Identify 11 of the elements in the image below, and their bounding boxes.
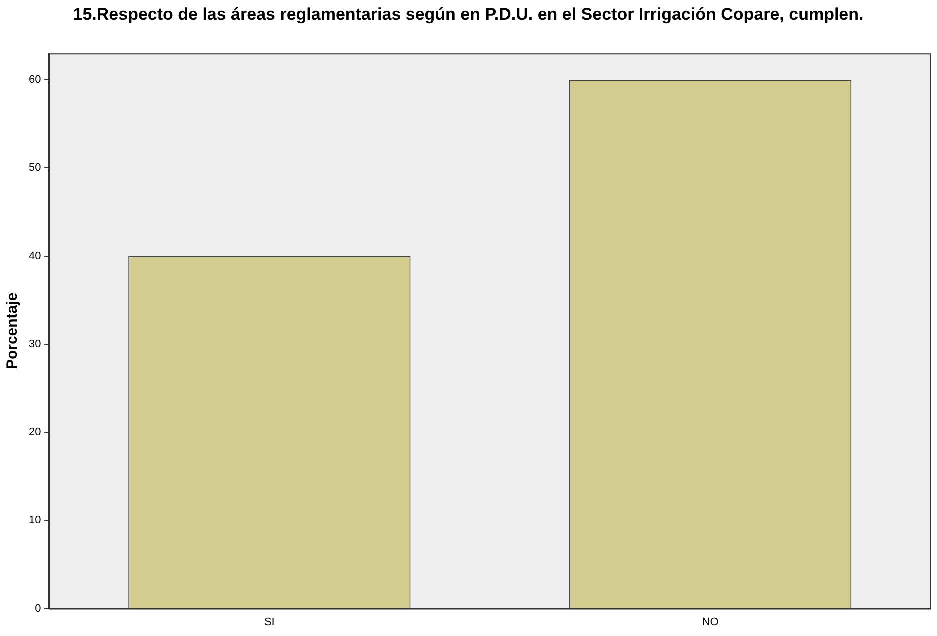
y-axis-title: Porcentaje: [4, 292, 22, 370]
y-tick-label: 30: [28, 338, 42, 350]
x-tick-label: SI: [264, 616, 275, 628]
y-tick-label: 20: [28, 426, 42, 439]
x-tick-label: NO: [702, 616, 720, 628]
y-tick-label: 0: [35, 602, 42, 615]
y-tick-label: 40: [28, 250, 42, 262]
chart-title: 15.Respecto de las áreas reglamentarias según en P.D.U. en el Sector Irrigación Copare, cumplen.: [73, 5, 864, 24]
y-tick-label: 60: [28, 74, 42, 86]
y-tick-label: 50: [28, 162, 42, 174]
y-tick-label: 10: [28, 514, 42, 527]
